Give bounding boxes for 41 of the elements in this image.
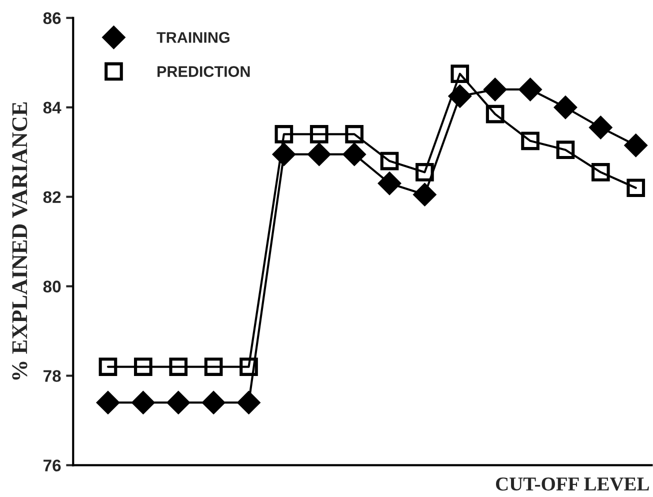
point <box>96 391 120 414</box>
point <box>310 125 328 144</box>
point <box>556 140 575 160</box>
point <box>237 391 260 414</box>
point <box>169 358 188 376</box>
point <box>202 391 225 414</box>
point <box>484 78 506 101</box>
y-tick-label: 78 <box>44 370 61 382</box>
point <box>274 125 294 144</box>
point <box>416 163 434 182</box>
legend-label: TRAINING <box>156 32 230 43</box>
point <box>626 178 646 198</box>
point <box>521 132 540 150</box>
y-tick-label: 76 <box>44 460 61 472</box>
point <box>167 391 190 414</box>
point <box>448 84 472 108</box>
point <box>345 125 364 144</box>
point <box>98 358 118 376</box>
legend-label: PREDICTION <box>158 66 250 77</box>
point <box>554 96 577 119</box>
point <box>380 152 399 170</box>
y-tick-label: 82 <box>43 191 61 204</box>
point <box>132 391 155 414</box>
point <box>413 183 436 206</box>
point <box>240 358 258 376</box>
point <box>518 78 542 101</box>
x-axis-title: CUT-OFF LEVEL <box>496 478 649 491</box>
point <box>591 163 610 182</box>
y-tick-label: 80 <box>43 280 61 292</box>
point <box>342 142 366 166</box>
point <box>378 172 401 195</box>
point <box>134 358 152 376</box>
point <box>204 358 223 376</box>
y-tick-label: 86 <box>43 12 61 24</box>
point <box>308 142 330 166</box>
y-tick-label: 84 <box>43 102 62 114</box>
point <box>450 64 470 83</box>
point <box>624 134 648 157</box>
point <box>589 116 612 139</box>
point <box>486 104 504 124</box>
y-axis-title: % EXPLAINED VARIANCE <box>12 102 28 380</box>
